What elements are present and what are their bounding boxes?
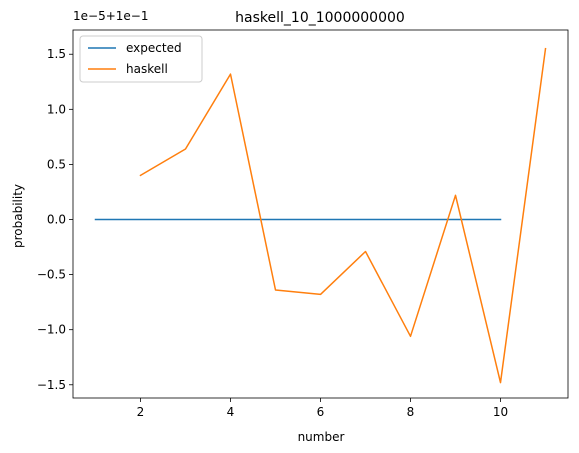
chart-title: haskell_10_1000000000 — [235, 10, 405, 26]
plot-frame — [72, 29, 569, 399]
legend: expected haskell — [79, 35, 203, 83]
y-axis-label: probability — [11, 184, 25, 248]
y-tick-label: 0.5 — [47, 157, 66, 171]
x-tick-label: 2 — [137, 405, 145, 419]
y-tick-label: −1.0 — [37, 323, 66, 337]
x-tick-label: 4 — [227, 405, 235, 419]
legend-label-haskell: haskell — [126, 62, 168, 76]
x-axis-label: number — [298, 430, 345, 444]
series-line-haskell — [139, 47, 547, 384]
y-tick-label: −0.5 — [37, 268, 66, 282]
x-tick-label: 6 — [317, 405, 325, 419]
plot-area — [94, 47, 547, 384]
legend-label-expected: expected — [126, 41, 182, 55]
x-tick-label: 10 — [493, 405, 508, 419]
y-offset-label: 1e−5+1e−1 — [73, 9, 148, 23]
y-tick-label: 1.0 — [47, 102, 66, 116]
y-tick-label: −1.5 — [37, 378, 66, 392]
y-tick-label: 1.5 — [47, 47, 66, 61]
x-tick-label: 8 — [407, 405, 415, 419]
x-axis: 2 4 6 8 10 — [137, 398, 508, 419]
y-axis: −1.5 −1.0 −0.5 0.0 0.5 1.0 1.5 — [37, 47, 73, 392]
y-tick-label: 0.0 — [47, 213, 66, 227]
